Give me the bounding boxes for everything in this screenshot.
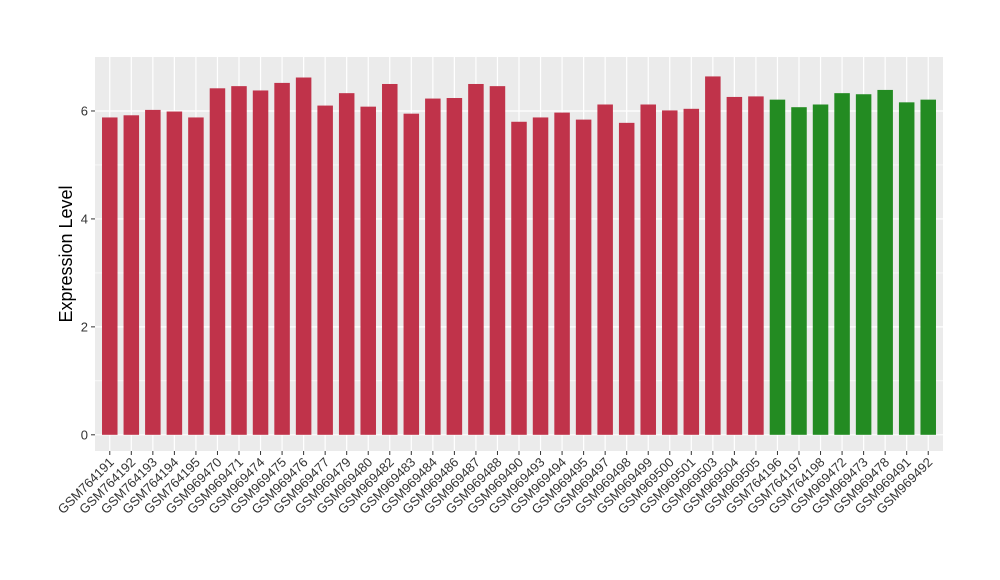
bar-GSM969480 (360, 106, 376, 435)
bar-GSM969471 (231, 86, 247, 435)
y-axis: 0 2 4 6 (81, 103, 95, 442)
bar-GSM969483 (403, 113, 420, 435)
bar-GSM969495 (575, 119, 592, 435)
y-tick-label: 2 (81, 319, 88, 334)
bar-GSM969500 (662, 110, 678, 435)
bar-GSM969501 (683, 108, 700, 435)
bar-GSM969491 (898, 102, 915, 435)
bar-GSM969487 (468, 83, 484, 435)
bar-GSM764197 (791, 107, 807, 435)
y-tick-label: 4 (81, 211, 88, 226)
bar-GSM969482 (382, 83, 398, 435)
y-axis-title: Expression Level (56, 185, 76, 322)
x-axis: GSM764191GSM764192GSM764193GSM764194GSM7… (55, 451, 935, 517)
bar-GSM764191 (102, 117, 118, 435)
bar-GSM764193 (145, 109, 161, 435)
bar-GSM764198 (812, 104, 829, 435)
bar-GSM764195 (188, 117, 204, 435)
bar-GSM969494 (554, 112, 570, 435)
bar-GSM969484 (425, 98, 441, 435)
bar-GSM764196 (769, 99, 786, 435)
bar-GSM969488 (489, 86, 506, 435)
bar-GSM969498 (618, 122, 635, 435)
bars-layer (102, 76, 936, 435)
bar-GSM969479 (338, 93, 355, 435)
bar-GSM969497 (597, 104, 613, 435)
bar-GSM969475 (274, 82, 290, 435)
bar-GSM969476 (295, 77, 312, 435)
bar-GSM969505 (748, 96, 764, 435)
y-tick-label: 0 (81, 427, 88, 442)
bar-GSM969503 (705, 76, 721, 435)
bar-GSM969474 (252, 90, 269, 435)
bar-GSM969490 (511, 121, 527, 435)
bar-GSM969478 (877, 89, 893, 435)
y-tick-label: 6 (81, 103, 88, 118)
bar-GSM969473 (855, 94, 872, 435)
bar-GSM764194 (166, 111, 183, 435)
bar-GSM764192 (123, 115, 140, 435)
bar-GSM969492 (920, 99, 936, 435)
bar-GSM969472 (834, 93, 850, 435)
bar-GSM969486 (446, 98, 463, 435)
bar-GSM969504 (726, 96, 743, 435)
bar-GSM969477 (317, 105, 333, 435)
bar-GSM969470 (209, 88, 226, 435)
bar-GSM969493 (532, 117, 549, 435)
bar-GSM969499 (640, 104, 656, 435)
